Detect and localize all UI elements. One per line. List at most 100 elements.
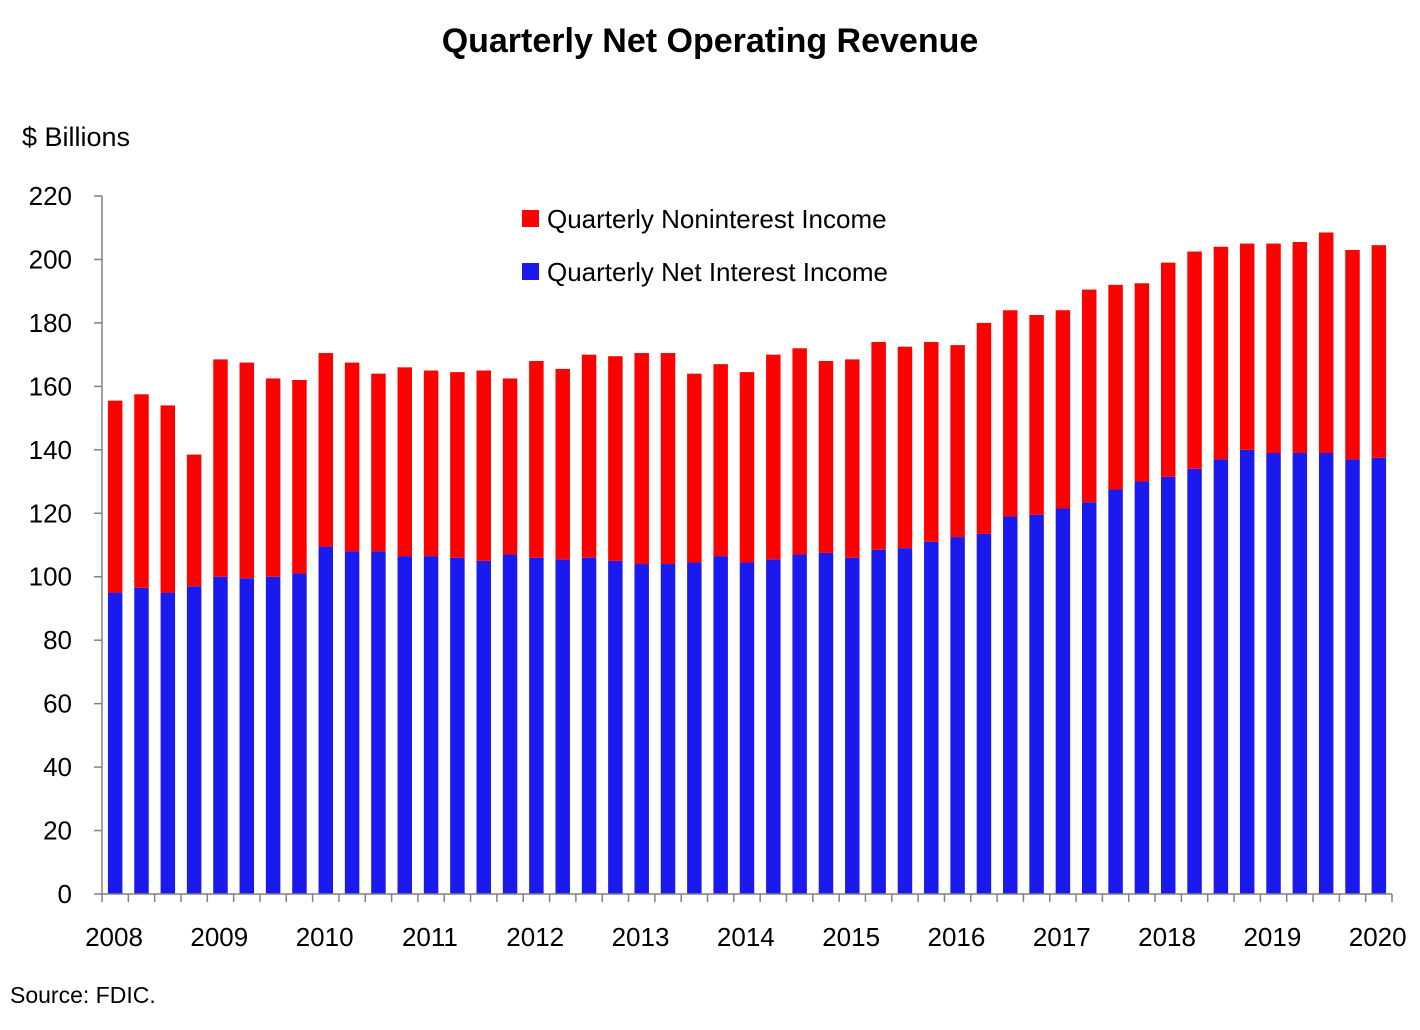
bar-net-interest-2019Q3: [1318, 452, 1334, 894]
y-tick-label: 120: [29, 498, 72, 528]
legend-label: Quarterly Net Interest Income: [547, 257, 888, 287]
bar-noninterest-2018Q1: [1160, 262, 1176, 477]
bar-noninterest-2012Q4: [608, 356, 623, 561]
bar-net-interest-2014Q4: [818, 552, 834, 894]
bar-net-interest-2016Q1: [950, 537, 965, 894]
bar-noninterest-2014Q4: [818, 360, 834, 553]
bar-noninterest-2009Q3: [265, 378, 281, 577]
bar-noninterest-2017Q3: [1108, 284, 1123, 490]
bar-noninterest-2016Q3: [1003, 310, 1018, 517]
bar-noninterest-2020Q1: [1371, 245, 1387, 458]
bar-net-interest-2008Q4: [186, 586, 202, 894]
bar-noninterest-2011Q2: [450, 372, 465, 558]
x-tick-label: 2012: [506, 922, 564, 952]
bar-net-interest-2015Q4: [924, 541, 939, 894]
bar-noninterest-2015Q3: [897, 346, 913, 549]
x-tick-label: 2020: [1349, 922, 1407, 952]
bar-noninterest-2015Q1: [845, 359, 860, 558]
bar-noninterest-2010Q4: [397, 367, 412, 557]
bar-net-interest-2009Q1: [213, 576, 228, 894]
legend: Quarterly Noninterest Income Quarterly Ne…: [522, 204, 888, 287]
chart-title: Quarterly Net Operating Revenue: [441, 22, 979, 60]
bar-noninterest-2010Q3: [371, 373, 386, 552]
bar-net-interest-2008Q3: [160, 592, 176, 894]
y-tick-label: 80: [43, 625, 72, 655]
x-tick-label: 2013: [612, 922, 670, 952]
x-tick-label: 2014: [717, 922, 775, 952]
bar-net-interest-2018Q1: [1160, 476, 1176, 894]
bar-noninterest-2008Q1: [107, 400, 123, 593]
bar-noninterest-2010Q2: [344, 362, 360, 552]
bar-net-interest-2011Q3: [476, 560, 491, 894]
bar-net-interest-2016Q4: [1029, 514, 1044, 894]
bar-net-interest-2016Q3: [1003, 516, 1018, 894]
x-tick-label: 2015: [822, 922, 880, 952]
x-tick-label: 2011: [402, 922, 458, 952]
x-tick-label: 2010: [296, 922, 354, 952]
bar-net-interest-2010Q3: [371, 551, 386, 894]
bar-noninterest-2018Q4: [1239, 243, 1255, 450]
bar-net-interest-2015Q3: [897, 548, 913, 894]
bar-noninterest-2011Q4: [502, 378, 518, 555]
bar-net-interest-2008Q2: [134, 587, 149, 894]
bar-noninterest-2008Q3: [160, 405, 176, 593]
bar-noninterest-2013Q4: [713, 364, 728, 557]
bar-net-interest-2018Q4: [1239, 449, 1255, 894]
bar-net-interest-2019Q2: [1292, 452, 1308, 894]
y-tick-label: 20: [43, 816, 72, 846]
bar-net-interest-2019Q1: [1266, 452, 1281, 894]
source-note: Source: FDIC.: [10, 982, 156, 1008]
legend-label: Quarterly Noninterest Income: [547, 204, 887, 234]
bar-noninterest-2014Q2: [766, 354, 781, 560]
y-tick-label: 200: [29, 244, 72, 274]
x-tick-label: 2017: [1033, 922, 1091, 952]
bar-net-interest-2018Q2: [1187, 468, 1202, 894]
y-tick-label: 180: [29, 308, 72, 338]
bar-noninterest-2012Q2: [555, 368, 570, 560]
bar-noninterest-2010Q1: [318, 353, 334, 547]
bar-net-interest-2013Q1: [634, 564, 649, 894]
bar-net-interest-2020Q1: [1371, 457, 1387, 894]
bar-noninterest-2019Q3: [1318, 232, 1334, 453]
bar-net-interest-2017Q2: [1082, 502, 1097, 894]
bar-net-interest-2012Q3: [581, 557, 597, 894]
bar-noninterest-2012Q3: [581, 354, 597, 558]
bar-noninterest-2013Q3: [687, 373, 702, 563]
bar-noninterest-2019Q2: [1292, 242, 1308, 453]
bar-net-interest-2017Q1: [1055, 508, 1071, 894]
bar-noninterest-2018Q3: [1213, 246, 1229, 460]
bar-net-interest-2012Q1: [529, 557, 544, 894]
bar-noninterest-2019Q1: [1266, 243, 1281, 453]
bar-net-interest-2009Q2: [239, 578, 255, 894]
y-tick-label: 140: [29, 435, 72, 465]
bars-group: [107, 232, 1387, 894]
bar-net-interest-2013Q4: [713, 556, 728, 894]
bar-net-interest-2010Q4: [397, 556, 412, 894]
bar-net-interest-2011Q4: [502, 554, 518, 894]
bar-net-interest-2019Q4: [1345, 459, 1360, 894]
bar-net-interest-2013Q2: [660, 564, 676, 894]
bar-net-interest-2012Q2: [555, 559, 570, 894]
bar-noninterest-2017Q2: [1082, 289, 1097, 503]
legend-swatch: [522, 263, 539, 280]
y-tick-label: 60: [43, 689, 72, 719]
bar-noninterest-2016Q1: [950, 345, 965, 538]
bar-noninterest-2019Q4: [1345, 249, 1360, 460]
bar-net-interest-2017Q3: [1108, 489, 1123, 894]
bar-net-interest-2010Q1: [318, 546, 334, 894]
bar-net-interest-2014Q1: [739, 562, 755, 894]
y-tick-label: 40: [43, 752, 72, 782]
bar-noninterest-2011Q1: [423, 370, 439, 557]
bar-noninterest-2008Q4: [186, 454, 202, 587]
bar-noninterest-2011Q3: [476, 370, 491, 561]
x-tick-label: 2009: [190, 922, 248, 952]
bar-noninterest-2014Q1: [739, 372, 755, 563]
bar-noninterest-2012Q1: [529, 360, 544, 558]
x-tick-label: 2018: [1138, 922, 1196, 952]
bar-net-interest-2016Q2: [976, 533, 992, 894]
bar-noninterest-2017Q4: [1134, 283, 1150, 482]
bar-net-interest-2012Q4: [608, 560, 623, 894]
legend-swatch: [522, 210, 539, 227]
bar-net-interest-2015Q2: [871, 549, 886, 894]
